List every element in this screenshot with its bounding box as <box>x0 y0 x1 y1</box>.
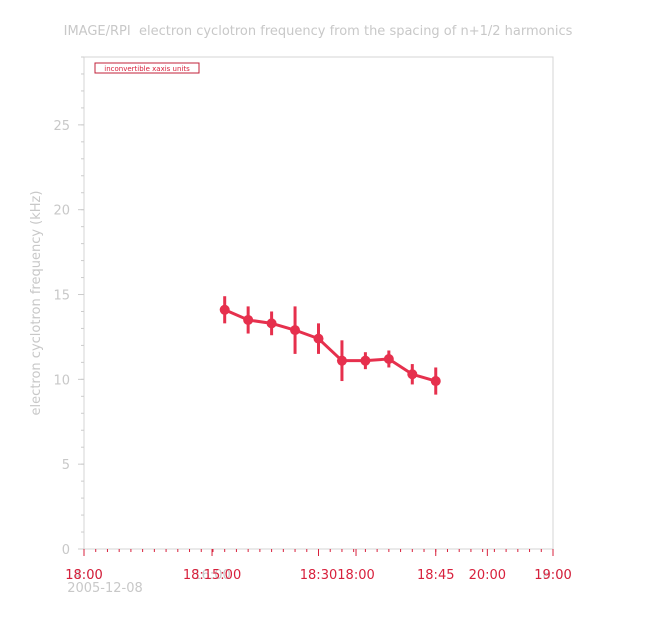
x-tick-label: 18:15:00 <box>183 568 241 583</box>
data-point <box>243 314 254 325</box>
data-point <box>360 355 371 366</box>
y-tick-label: 0 <box>62 543 70 558</box>
y-tick-label: 10 <box>53 373 70 388</box>
data-point <box>407 369 418 380</box>
x-tick-label: 14:00 <box>65 568 102 583</box>
data-point <box>313 333 324 344</box>
y-tick-label: 15 <box>53 289 70 304</box>
x-tick-label: 18:45 <box>417 568 454 583</box>
x-tick-label: 18:00 <box>65 568 102 583</box>
x-tick-label: 18:30 <box>300 568 337 583</box>
date-label: 2005-12-08 <box>67 581 143 596</box>
data-line <box>224 308 437 383</box>
data-point <box>430 376 441 387</box>
y-axis-label: electron cyclotron frequency (kHz) <box>29 191 44 416</box>
chart-title: IMAGE/RPI electron cyclotron frequency f… <box>64 24 573 39</box>
data-point <box>383 353 394 364</box>
data-point <box>266 318 277 329</box>
y-tick-label: 20 <box>53 204 70 219</box>
data-point <box>336 355 347 366</box>
data-point <box>290 325 301 336</box>
y-tick-label: 5 <box>62 458 70 473</box>
annotation: inconvertible xaxis units <box>104 65 190 73</box>
annotation-box <box>94 62 200 74</box>
x-tick-label: 19:00 <box>534 568 571 583</box>
y-tick-label: 25 <box>53 119 70 134</box>
x-tick-label: 18:00 <box>534 568 571 583</box>
x-tick-label: 18:00 <box>337 568 374 583</box>
data-point <box>219 304 230 315</box>
x-tick-label: 20:00 <box>469 568 506 583</box>
x-tick-label: 16:00 <box>193 568 230 583</box>
plot-frame <box>83 56 554 550</box>
